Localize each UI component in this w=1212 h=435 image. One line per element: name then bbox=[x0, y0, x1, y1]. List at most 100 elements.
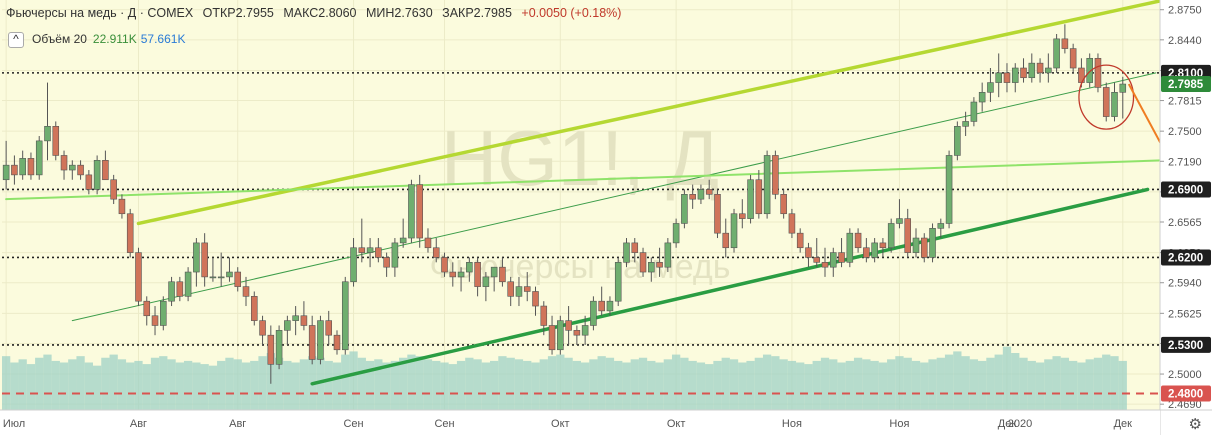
volume-bar bbox=[440, 362, 449, 410]
volume-bar bbox=[51, 360, 60, 410]
candle-body bbox=[275, 330, 283, 365]
candle-body bbox=[954, 126, 961, 156]
volume-bar bbox=[399, 357, 408, 410]
x-tick-label: Авг bbox=[229, 418, 246, 430]
candle-body bbox=[1061, 38, 1069, 49]
volume-bar bbox=[1085, 359, 1094, 410]
candle-body bbox=[945, 155, 953, 224]
horizontal-green-trendline[interactable] bbox=[5, 159, 1166, 201]
candle-body bbox=[854, 232, 862, 249]
candle-body bbox=[449, 271, 457, 278]
candle-body bbox=[623, 242, 630, 263]
candle-body bbox=[300, 315, 308, 326]
y-tick-label: 2.8440 bbox=[1168, 35, 1202, 47]
volume-bar bbox=[986, 357, 995, 410]
candle-body bbox=[557, 320, 564, 351]
volume-bar bbox=[1060, 357, 1070, 410]
candle-body bbox=[284, 320, 291, 331]
candle-body bbox=[937, 223, 945, 229]
candle-body bbox=[226, 271, 233, 278]
volume-bar bbox=[283, 360, 292, 410]
highlight-circle[interactable] bbox=[1078, 64, 1135, 130]
channel-lower-trendline[interactable] bbox=[310, 187, 1150, 386]
volume-bar bbox=[614, 360, 623, 410]
volume-bar bbox=[771, 356, 780, 410]
candle-body bbox=[747, 179, 754, 219]
volume-bar bbox=[498, 356, 507, 410]
candle-body bbox=[920, 237, 928, 258]
candle-body bbox=[656, 262, 663, 268]
volume-bar bbox=[597, 356, 606, 410]
volume-bar bbox=[506, 357, 515, 410]
candle-body bbox=[1086, 57, 1093, 83]
candle-body bbox=[788, 213, 796, 234]
volume-bar bbox=[796, 362, 805, 410]
candle-body bbox=[193, 242, 200, 273]
volume-bar bbox=[365, 360, 375, 410]
volume-bar bbox=[812, 360, 821, 410]
volume-bar bbox=[217, 360, 226, 410]
candle-body bbox=[499, 266, 506, 283]
candle-body bbox=[474, 262, 481, 287]
candle-body bbox=[1094, 57, 1102, 88]
candle-body bbox=[648, 262, 655, 273]
volume-bar bbox=[638, 357, 648, 410]
volume-value-2: 57.661K bbox=[140, 32, 186, 46]
candle-body bbox=[590, 300, 597, 326]
candle-body bbox=[672, 223, 680, 244]
candle-body bbox=[69, 164, 76, 171]
candle-body bbox=[1102, 87, 1110, 117]
volume-bar bbox=[961, 356, 970, 410]
candle-body bbox=[176, 281, 184, 297]
volume-bar bbox=[572, 360, 581, 410]
candle-body bbox=[681, 194, 688, 224]
candle-body bbox=[722, 232, 730, 249]
volume-bar bbox=[589, 359, 598, 410]
candle-body bbox=[126, 213, 134, 253]
candle-body bbox=[523, 286, 531, 292]
collapse-toggle-icon[interactable]: ^ bbox=[8, 32, 24, 48]
x-tick-label: Сен bbox=[343, 418, 363, 430]
candle-body bbox=[896, 218, 903, 224]
price-label: 2.6200 bbox=[1168, 252, 1203, 264]
volume-bar bbox=[680, 357, 689, 410]
volume-bar bbox=[1102, 354, 1111, 410]
candle-body bbox=[1003, 72, 1011, 83]
volume-bar bbox=[994, 354, 1003, 410]
volume-bar bbox=[936, 357, 945, 410]
volume-bar bbox=[142, 364, 151, 410]
candle-body bbox=[1069, 48, 1077, 69]
volume-bar bbox=[845, 360, 854, 410]
x-tick-label: Авг bbox=[130, 418, 147, 430]
volume-bar bbox=[26, 364, 36, 410]
gear-icon[interactable]: ⚙ bbox=[1188, 416, 1202, 433]
volume-bar bbox=[920, 362, 929, 410]
price-label-box bbox=[1161, 385, 1211, 402]
candle-body bbox=[598, 300, 605, 312]
volume-bar bbox=[150, 357, 160, 410]
volume-bar bbox=[647, 360, 656, 410]
volume-bar bbox=[241, 362, 251, 410]
candle-body bbox=[399, 237, 407, 244]
price-label: 2.6900 bbox=[1168, 184, 1203, 196]
volume-bar bbox=[341, 354, 350, 410]
volume-bar bbox=[2, 356, 11, 410]
volume-bar bbox=[804, 364, 813, 410]
candle-body bbox=[995, 72, 1002, 83]
y-tick-label: 2.7815 bbox=[1168, 96, 1202, 108]
channel-upper-trendline[interactable] bbox=[136, 0, 1166, 226]
candle-body bbox=[904, 218, 911, 253]
volume-bar bbox=[415, 356, 424, 410]
volume-bar bbox=[291, 362, 300, 410]
candle-body bbox=[317, 320, 324, 360]
candle-body bbox=[714, 194, 721, 234]
y-tick-label: 2.4690 bbox=[1168, 399, 1202, 411]
volume-bar bbox=[10, 362, 19, 410]
candle-body bbox=[217, 276, 225, 279]
candle-body bbox=[19, 158, 26, 176]
volume-bar bbox=[928, 359, 937, 410]
volume-bar bbox=[109, 354, 118, 410]
volume-bar bbox=[1110, 356, 1119, 410]
